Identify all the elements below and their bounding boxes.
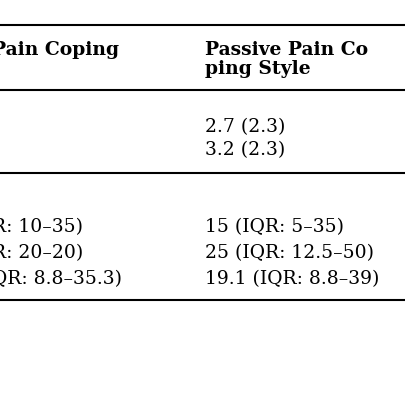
Text: R: 20–20): R: 20–20) (0, 244, 83, 262)
Text: Pain Coping: Pain Coping (0, 41, 119, 59)
Text: 2.7 (2.3): 2.7 (2.3) (205, 118, 286, 136)
Text: R: 10–35): R: 10–35) (0, 218, 83, 236)
Text: 19.1 (IQR: 8.8–39): 19.1 (IQR: 8.8–39) (205, 270, 379, 288)
Text: QR: 8.8–35.3): QR: 8.8–35.3) (0, 270, 122, 288)
Text: 25 (IQR: 12.5–50): 25 (IQR: 12.5–50) (205, 244, 374, 262)
Text: ping Style: ping Style (205, 60, 311, 78)
Text: 15 (IQR: 5–35): 15 (IQR: 5–35) (205, 218, 344, 236)
Text: Passive Pain Co: Passive Pain Co (205, 41, 368, 59)
Text: 3.2 (2.3): 3.2 (2.3) (205, 141, 285, 159)
